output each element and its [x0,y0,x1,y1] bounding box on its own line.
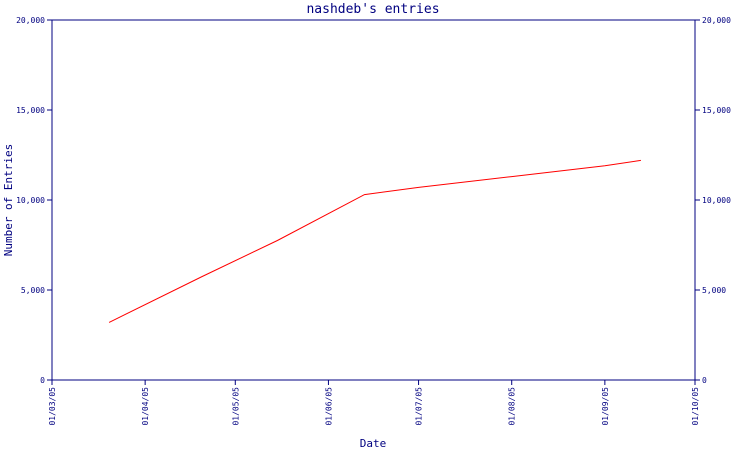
series-line [108,159,641,323]
x-tick-label: 01/04/05 [141,387,150,426]
x-tick-label: 01/05/05 [231,387,240,426]
x-tick-label: 01/09/05 [601,387,610,426]
y-tick-label-left: 15,000 [16,106,45,115]
series-group [108,159,641,323]
y-tick-label-left: 5,000 [21,286,45,295]
x-axis: 01/03/05 01/04/05 01/05/05 01/06/05 01/07/05… [48,380,700,426]
y-tick-label-right: 20,000 [702,16,731,25]
y-tick-label-right: 5,000 [702,286,726,295]
x-axis-title: Date [360,437,387,450]
x-tick-label: 01/07/05 [415,387,424,426]
x-tick-label: 01/10/05 [691,387,700,426]
y-tick-label-left: 0 [40,376,45,385]
plot-border [51,19,696,381]
y-tick-label-right: 15,000 [702,106,731,115]
chart-title: nashdeb's entries [306,2,439,17]
plot-frame [51,19,696,381]
x-tick-label: 01/08/05 [508,387,517,426]
y-tick-label-left: 10,000 [16,196,45,205]
y-axis: 0 0 5,000 5,000 10,000 10,000 15,000 15,000 20,0… [16,16,731,385]
y-tick-label-left: 20,000 [16,16,45,25]
y-axis-title: Number of Entries [2,144,15,257]
y-tick-label-right: 0 [702,376,707,385]
x-tick-label: 01/06/05 [324,387,333,426]
x-tick-label: 01/03/05 [48,387,57,426]
y-tick-label-right: 10,000 [702,196,731,205]
